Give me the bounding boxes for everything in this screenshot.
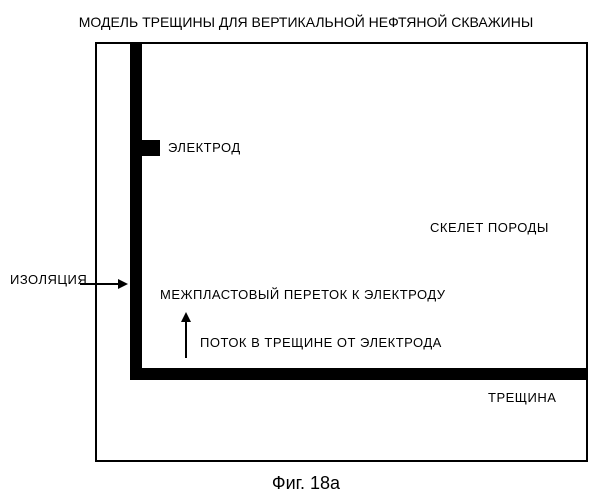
arrow-line [80, 283, 118, 285]
arrow-line [185, 322, 187, 358]
well-bar [130, 44, 142, 380]
arrow-up-icon [181, 312, 191, 322]
label-matrix: СКЕЛЕТ ПОРОДЫ [430, 220, 549, 235]
electrode-square [142, 140, 160, 156]
label-fracflow: ПОТОК В ТРЕЩИНЕ ОТ ЭЛЕКТРОДА [200, 335, 442, 350]
arrow-right-icon [118, 279, 128, 289]
figure-caption: Фиг. 18а [0, 473, 612, 494]
fracture-bar [130, 368, 586, 380]
label-electrode: ЭЛЕКТРОД [168, 140, 241, 155]
diagram-title: МОДЕЛЬ ТРЕЩИНЫ ДЛЯ ВЕРТИКАЛЬНОЙ НЕФТЯНОЙ… [0, 14, 612, 30]
label-isolation: ИЗОЛЯЦИЯ [10, 272, 87, 287]
label-crossflow: МЕЖПЛАСТОВЫЙ ПЕРЕТОК К ЭЛЕКТРОДУ [160, 287, 446, 302]
label-fracture: ТРЕЩИНА [488, 390, 556, 405]
